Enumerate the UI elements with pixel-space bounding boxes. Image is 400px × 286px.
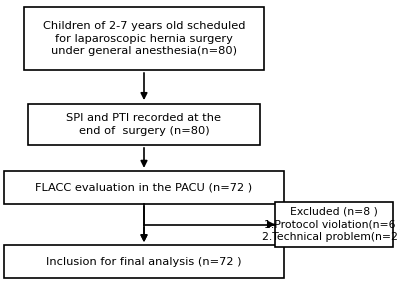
FancyBboxPatch shape <box>28 104 260 145</box>
Text: FLACC evaluation in the PACU (n=72 ): FLACC evaluation in the PACU (n=72 ) <box>36 182 252 192</box>
FancyBboxPatch shape <box>24 7 264 70</box>
Text: SPI and PTI recorded at the
end of  surgery (n=80): SPI and PTI recorded at the end of surge… <box>66 113 222 136</box>
FancyBboxPatch shape <box>4 245 284 278</box>
Text: Inclusion for final analysis (n=72 ): Inclusion for final analysis (n=72 ) <box>46 257 242 267</box>
FancyBboxPatch shape <box>4 171 284 204</box>
Text: Children of 2-7 years old scheduled
for laparoscopic hernia surgery
under genera: Children of 2-7 years old scheduled for … <box>43 21 245 56</box>
FancyBboxPatch shape <box>275 202 393 247</box>
Text: Excluded (n=8 )
1.Protocol violation(n=6 )
2.Technical problem(n=2 ): Excluded (n=8 ) 1.Protocol violation(n=6… <box>262 207 400 242</box>
